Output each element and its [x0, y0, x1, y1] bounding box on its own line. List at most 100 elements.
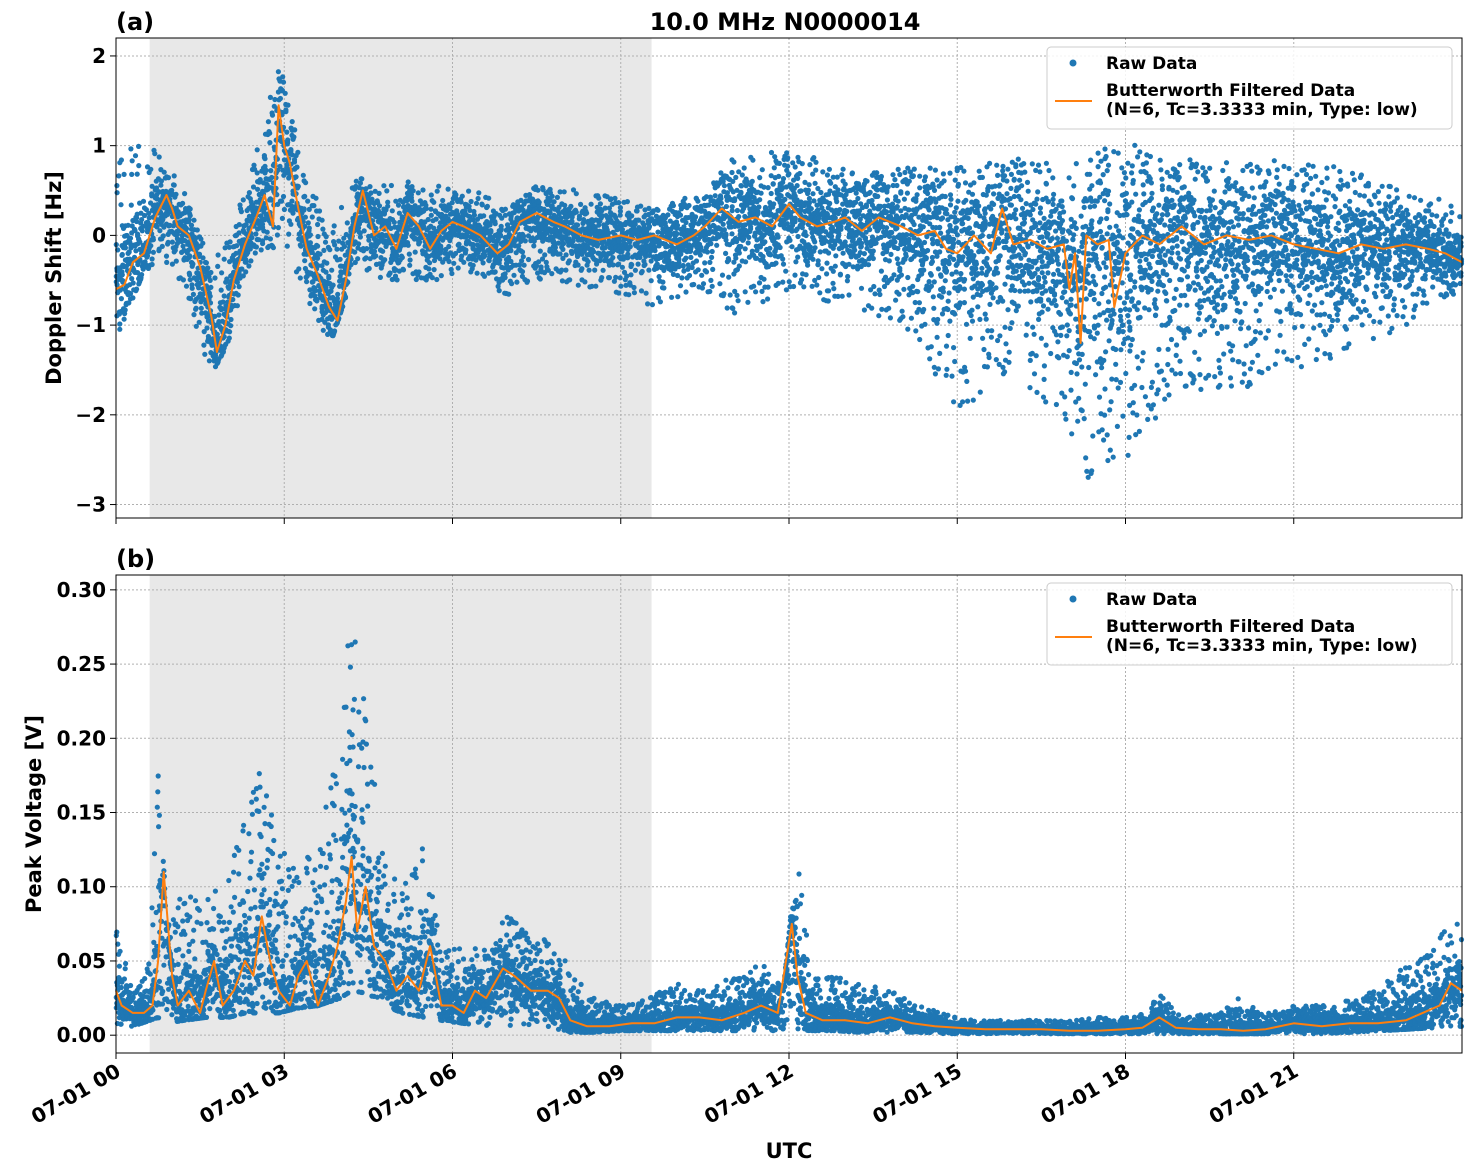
raw-data-point [960, 399, 966, 405]
raw-data-point [519, 249, 526, 255]
raw-data-point [117, 326, 123, 332]
raw-data-point [190, 291, 196, 297]
raw-data-point [858, 240, 865, 246]
raw-data-point [366, 265, 372, 272]
raw-data-point [270, 245, 276, 251]
raw-data-point [385, 203, 391, 209]
raw-data-point [709, 254, 715, 260]
raw-data-point [394, 277, 400, 283]
raw-data-point [234, 303, 240, 309]
raw-data-point [927, 356, 933, 362]
raw-data-point [537, 248, 543, 254]
raw-data-point [839, 172, 845, 178]
raw-data-point [947, 170, 953, 176]
raw-data-point [680, 263, 686, 269]
raw-data-point [780, 256, 786, 262]
raw-data-point [119, 272, 125, 278]
raw-data-point [124, 232, 130, 239]
raw-data-point [296, 266, 302, 272]
raw-data-point [920, 224, 926, 230]
raw-data-point [900, 314, 906, 320]
raw-data-point [837, 272, 844, 278]
raw-data-point [212, 313, 218, 319]
raw-data-point [212, 275, 218, 281]
raw-data-point [953, 225, 959, 231]
raw-data-point [566, 258, 572, 264]
raw-data-point [758, 190, 764, 196]
raw-data-point [367, 184, 373, 190]
raw-data-point [169, 261, 175, 267]
raw-data-point [702, 260, 708, 266]
raw-data-point [906, 178, 912, 184]
raw-data-point [639, 268, 645, 275]
raw-data-point [730, 305, 736, 311]
raw-data-point [127, 291, 134, 297]
raw-data-point [285, 137, 291, 143]
raw-data-point [315, 221, 321, 228]
raw-data-point [221, 293, 227, 299]
raw-data-point [723, 231, 729, 237]
raw-data-point [159, 243, 165, 249]
raw-data-point [251, 162, 257, 168]
raw-data-point [827, 200, 833, 206]
raw-data-point [646, 223, 653, 230]
raw-data-point [563, 267, 569, 273]
raw-data-point [661, 285, 667, 291]
raw-data-point [942, 278, 948, 284]
raw-data-point [625, 251, 631, 257]
raw-data-point [480, 260, 486, 266]
raw-data-point [410, 188, 416, 194]
raw-data-point [793, 259, 799, 265]
raw-data-point [631, 290, 638, 296]
raw-data-point [867, 227, 873, 233]
raw-data-point [267, 140, 273, 146]
raw-data-point [137, 200, 143, 206]
raw-data-point [382, 257, 388, 263]
raw-data-point [220, 299, 226, 305]
raw-data-point [827, 188, 833, 194]
raw-data-point [969, 191, 976, 197]
raw-data-point [825, 298, 831, 304]
raw-data-point [710, 266, 716, 272]
raw-data-point [930, 294, 936, 300]
raw-data-point [158, 178, 164, 184]
raw-data-point [735, 298, 741, 304]
raw-data-point [312, 306, 318, 312]
raw-data-point [683, 255, 689, 261]
raw-data-point [208, 269, 214, 276]
raw-data-point [331, 223, 337, 229]
raw-data-point [281, 206, 287, 213]
raw-data-point [150, 237, 156, 243]
raw-data-point [196, 319, 202, 325]
raw-data-point [795, 175, 801, 181]
raw-data-point [718, 200, 725, 206]
raw-data-point [381, 183, 387, 189]
raw-data-point [749, 178, 755, 184]
raw-data-point [727, 292, 733, 298]
raw-data-point [931, 305, 937, 311]
raw-data-point [660, 279, 666, 285]
raw-data-point [149, 256, 155, 262]
raw-data-point [953, 205, 959, 211]
raw-data-point [226, 285, 232, 291]
raw-data-point [951, 256, 957, 262]
raw-data-point [535, 187, 541, 193]
raw-data-point [937, 350, 943, 356]
raw-data-point [573, 191, 579, 197]
raw-data-point [767, 245, 773, 251]
raw-data-point [925, 247, 931, 254]
raw-data-point [717, 281, 723, 287]
raw-data-point [792, 272, 798, 278]
raw-data-point [832, 263, 838, 269]
raw-data-point [780, 176, 787, 182]
raw-data-point [446, 258, 452, 265]
raw-data-point [391, 219, 397, 225]
raw-data-point [275, 225, 281, 231]
raw-data-point [222, 245, 228, 251]
raw-data-point [344, 220, 350, 226]
raw-data-point [254, 170, 260, 176]
raw-data-point [186, 216, 192, 223]
raw-data-point [810, 256, 816, 262]
raw-data-point [519, 269, 526, 275]
raw-data-point [795, 254, 801, 260]
